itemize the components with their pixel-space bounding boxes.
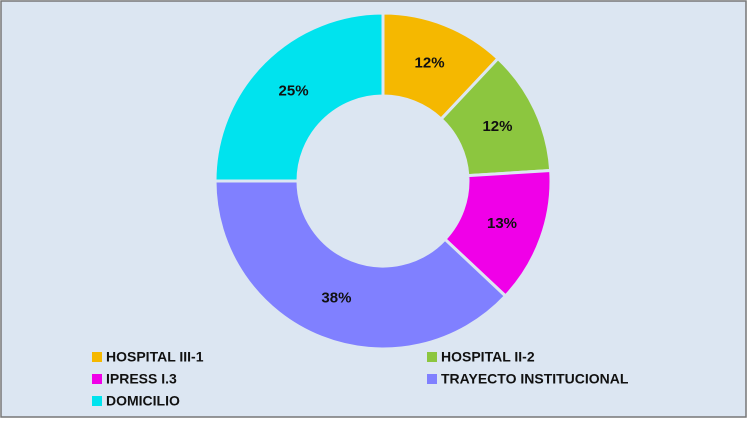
slice — [213, 179, 508, 351]
data-label: 25% — [279, 83, 309, 100]
legend-label: IPRESS I.3 — [106, 371, 177, 387]
data-label: 12% — [415, 54, 445, 71]
legend-swatch — [92, 396, 102, 406]
legend-swatch — [92, 374, 102, 384]
legend-swatch — [427, 374, 437, 384]
data-label: 38% — [321, 290, 351, 307]
legend-swatch — [427, 352, 437, 362]
slice — [213, 11, 385, 183]
data-label: 12% — [482, 118, 512, 135]
legend-label: DOMICILIO — [106, 393, 180, 409]
legend-label: HOSPITAL II-2 — [441, 349, 535, 365]
legend-label: HOSPITAL III-1 — [106, 349, 204, 365]
legend-swatch — [92, 352, 102, 362]
data-label: 13% — [487, 215, 517, 232]
legend-label: TRAYECTO INSTITUCIONAL — [441, 371, 629, 387]
